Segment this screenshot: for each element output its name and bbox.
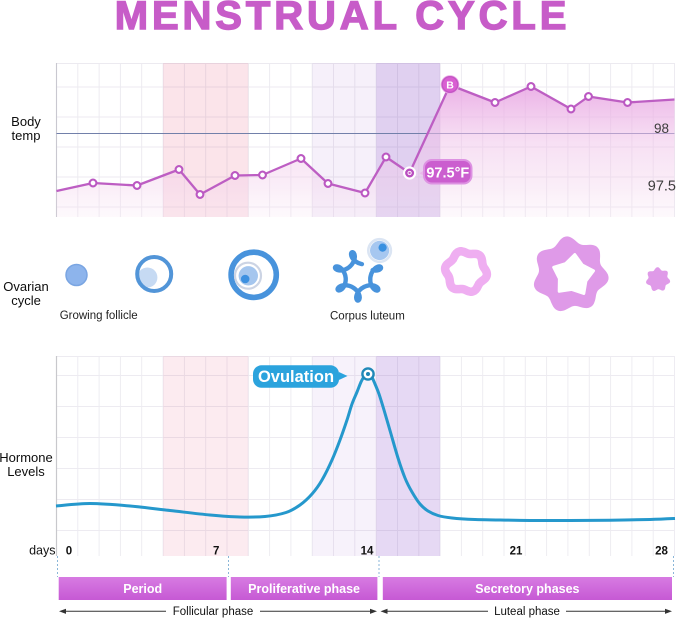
svg-text:Follicular phase: Follicular phase xyxy=(173,606,254,618)
svg-text:14: 14 xyxy=(361,546,374,558)
svg-text:Proliferative phase: Proliferative phase xyxy=(248,582,360,596)
svg-text:97.5°F: 97.5°F xyxy=(426,166,469,182)
svg-text:Secretory phases: Secretory phases xyxy=(475,582,579,596)
svg-text:97.5: 97.5 xyxy=(648,179,676,195)
svg-text:Luteal phase: Luteal phase xyxy=(494,606,560,618)
svg-text:days: days xyxy=(29,544,55,558)
svg-text:28: 28 xyxy=(655,546,668,558)
svg-text:B: B xyxy=(446,79,454,91)
svg-text:98: 98 xyxy=(654,121,669,136)
svg-text:21: 21 xyxy=(510,546,523,558)
svg-text:Period: Period xyxy=(123,582,162,596)
svg-text:Ovulation: Ovulation xyxy=(258,368,334,386)
svg-text:Growing follicle: Growing follicle xyxy=(60,310,138,322)
svg-text:Corpus luteum: Corpus luteum xyxy=(330,311,405,323)
svg-text:7: 7 xyxy=(213,546,219,558)
svg-text:0: 0 xyxy=(66,546,72,558)
